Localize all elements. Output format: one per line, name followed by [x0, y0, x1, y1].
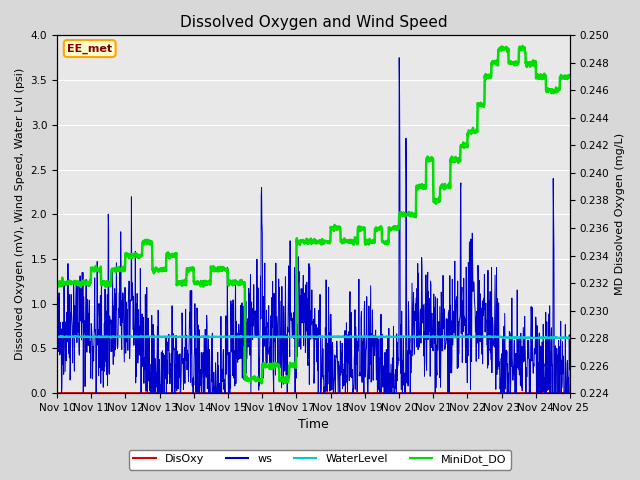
Title: Dissolved Oxygen and Wind Speed: Dissolved Oxygen and Wind Speed: [180, 15, 447, 30]
X-axis label: Time: Time: [298, 419, 329, 432]
Y-axis label: MD Dissolved Oxygen (mg/L): MD Dissolved Oxygen (mg/L): [615, 133, 625, 295]
Y-axis label: Dissolved Oxygen (mV), Wind Speed, Water Lvl (psi): Dissolved Oxygen (mV), Wind Speed, Water…: [15, 68, 25, 360]
Legend: DisOxy, ws, WaterLevel, MiniDot_DO: DisOxy, ws, WaterLevel, MiniDot_DO: [129, 450, 511, 469]
Text: EE_met: EE_met: [67, 43, 112, 54]
